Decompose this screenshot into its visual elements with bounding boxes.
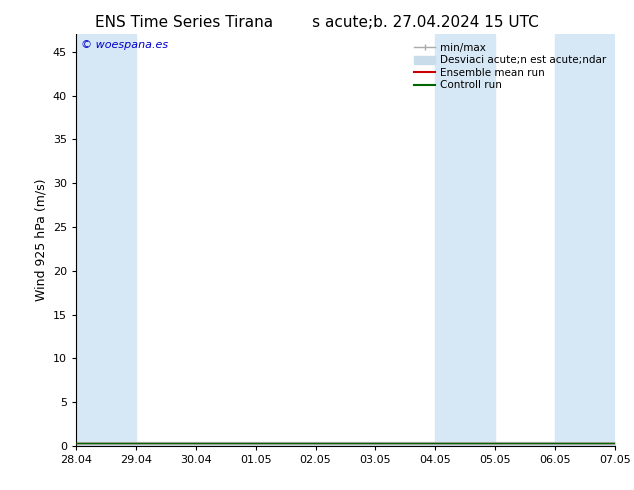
Y-axis label: Wind 925 hPa (m/s): Wind 925 hPa (m/s) <box>34 179 48 301</box>
Bar <box>436 34 495 446</box>
Bar <box>555 34 615 446</box>
Bar <box>76 34 136 446</box>
Text: ENS Time Series Tirana        s acute;b. 27.04.2024 15 UTC: ENS Time Series Tirana s acute;b. 27.04.… <box>95 15 539 30</box>
Text: © woespana.es: © woespana.es <box>81 41 169 50</box>
Legend: min/max, Desviaci acute;n est acute;ndar, Ensemble mean run, Controll run: min/max, Desviaci acute;n est acute;ndar… <box>411 40 610 94</box>
